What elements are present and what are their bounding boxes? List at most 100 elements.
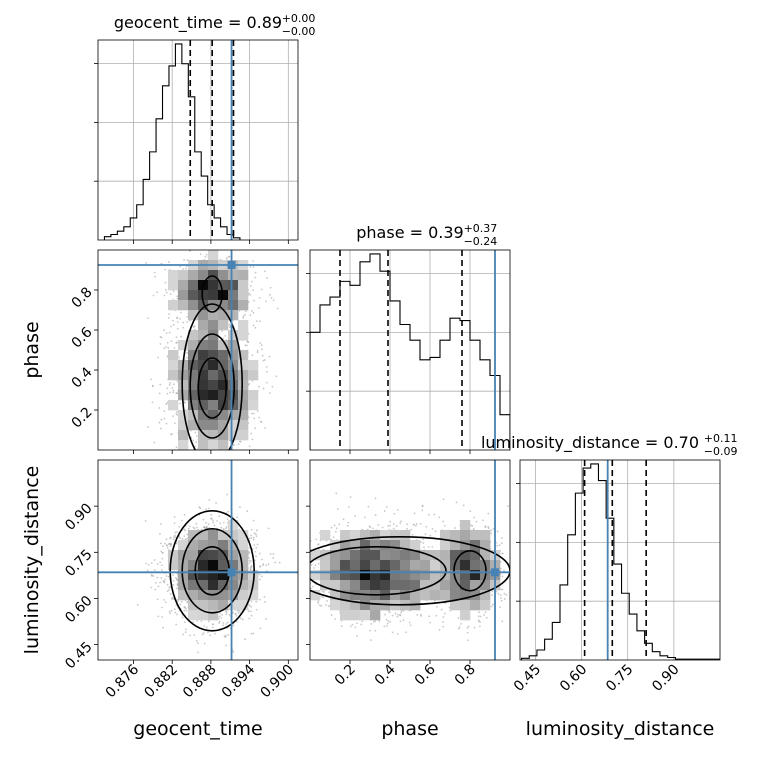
sample-point bbox=[259, 552, 261, 555]
sample-point bbox=[180, 335, 182, 338]
sample-point bbox=[166, 392, 169, 395]
sample-point bbox=[204, 453, 206, 455]
sample-point bbox=[272, 552, 275, 555]
sample-point bbox=[172, 391, 175, 394]
sample-point bbox=[164, 578, 166, 581]
density-cell bbox=[218, 360, 229, 371]
sample-point bbox=[159, 561, 162, 564]
sample-point bbox=[204, 255, 207, 258]
sample-point bbox=[252, 266, 255, 268]
sample-point bbox=[250, 600, 253, 603]
density-cell bbox=[198, 330, 209, 341]
sample-point bbox=[158, 421, 161, 424]
sample-point bbox=[160, 336, 163, 339]
density-cell bbox=[188, 270, 199, 281]
sample-point bbox=[184, 464, 186, 466]
sample-point bbox=[217, 506, 219, 508]
sample-point bbox=[258, 573, 261, 576]
sample-point bbox=[222, 622, 225, 624]
sample-point bbox=[236, 516, 238, 519]
sample-point bbox=[176, 295, 179, 298]
sample-point bbox=[265, 617, 267, 620]
sample-point bbox=[153, 441, 156, 444]
density-cell bbox=[178, 380, 189, 391]
sample-point bbox=[256, 410, 259, 412]
sample-point bbox=[212, 521, 215, 524]
sample-point bbox=[233, 488, 235, 490]
sample-point bbox=[160, 550, 163, 553]
sample-point bbox=[171, 596, 174, 599]
sample-point bbox=[241, 462, 243, 464]
sample-point bbox=[183, 513, 186, 516]
sample-point bbox=[172, 383, 175, 386]
density-cell bbox=[238, 390, 249, 401]
sample-point bbox=[166, 583, 169, 586]
sample-point bbox=[226, 471, 228, 473]
sample-point bbox=[192, 526, 195, 529]
sample-point bbox=[145, 562, 148, 565]
sample-point bbox=[208, 499, 211, 501]
sample-point bbox=[225, 257, 228, 260]
sample-point bbox=[184, 401, 186, 404]
sample-point bbox=[275, 375, 278, 378]
sample-point bbox=[183, 528, 186, 531]
sample-point bbox=[176, 297, 179, 300]
sample-point bbox=[252, 412, 255, 415]
sample-point bbox=[208, 507, 210, 510]
truth-marker bbox=[227, 261, 236, 269]
sample-point bbox=[192, 439, 195, 442]
sample-point bbox=[166, 387, 169, 390]
sample-point bbox=[245, 457, 247, 459]
sample-point bbox=[161, 606, 163, 609]
sample-point bbox=[152, 294, 155, 297]
sample-point bbox=[225, 613, 228, 616]
sample-point bbox=[254, 533, 257, 535]
sample-point bbox=[168, 331, 171, 334]
sample-point bbox=[261, 558, 263, 561]
sample-point bbox=[213, 478, 215, 480]
sample-point bbox=[226, 493, 228, 496]
sample-point bbox=[272, 299, 275, 302]
sample-point bbox=[252, 311, 255, 314]
panel-phase-vs-geocent_time bbox=[94, 249, 299, 508]
sample-point bbox=[278, 561, 281, 564]
sample-point bbox=[175, 317, 178, 320]
sample-point bbox=[237, 443, 240, 445]
histogram-luminosity_distance bbox=[520, 463, 720, 660]
sample-point bbox=[248, 481, 250, 483]
title-err-plus: +0.00 bbox=[282, 12, 316, 25]
sample-point bbox=[154, 588, 157, 591]
sample-point bbox=[222, 624, 225, 627]
density-cell bbox=[218, 320, 229, 331]
diag-panel-luminosity_distance: luminosity_distance = 0.70 +0.11−0.09 bbox=[481, 432, 738, 661]
sample-point bbox=[260, 348, 263, 351]
sample-point bbox=[162, 626, 164, 629]
density-cell bbox=[178, 340, 189, 351]
sample-point bbox=[255, 546, 258, 549]
sample-point bbox=[161, 557, 164, 560]
sample-point bbox=[158, 392, 161, 395]
density-cell bbox=[228, 430, 239, 441]
density-cell bbox=[188, 330, 199, 341]
sample-point bbox=[175, 336, 178, 338]
sample-point bbox=[176, 410, 179, 413]
sample-point bbox=[219, 522, 222, 525]
sample-point bbox=[227, 634, 230, 636]
sample-point bbox=[232, 651, 235, 653]
sample-point bbox=[250, 412, 253, 415]
density-cell bbox=[218, 290, 229, 301]
density-cell bbox=[238, 360, 249, 371]
sample-point bbox=[173, 522, 176, 525]
sample-point bbox=[246, 510, 249, 513]
density-cell bbox=[168, 370, 179, 381]
sample-point bbox=[159, 532, 161, 535]
sample-point bbox=[265, 381, 268, 384]
sample-point bbox=[182, 268, 185, 270]
sample-point bbox=[209, 634, 212, 637]
sample-point bbox=[196, 620, 199, 622]
density-cell bbox=[178, 430, 189, 441]
density-cell bbox=[208, 250, 219, 261]
density-cell bbox=[178, 410, 189, 421]
sample-point bbox=[210, 518, 212, 520]
sample-point bbox=[258, 416, 261, 419]
